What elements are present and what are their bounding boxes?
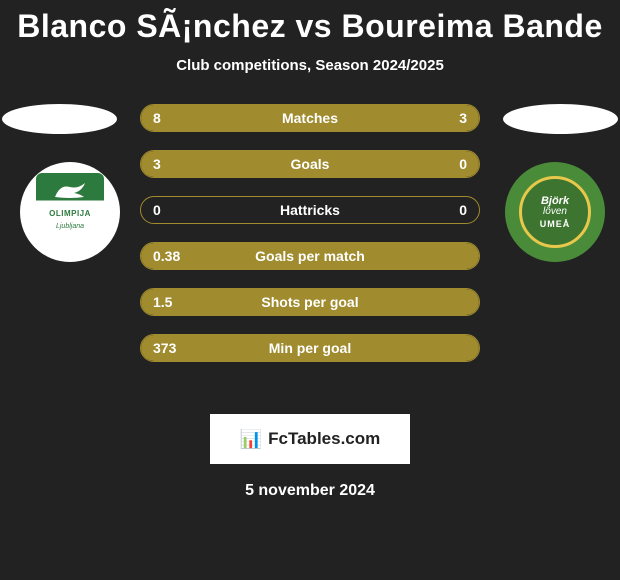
dragon-icon <box>50 179 90 201</box>
footer-date: 5 november 2024 <box>0 482 620 500</box>
logo-text-bjork: Björk <box>541 196 569 207</box>
stat-label: Matches <box>141 110 479 126</box>
stat-row: 1.5Shots per goal <box>140 288 480 316</box>
stat-rows-container: 8Matches33Goals00Hattricks00.38Goals per… <box>140 104 480 380</box>
stat-value-right: 3 <box>459 110 467 126</box>
stat-label: Shots per goal <box>141 294 479 310</box>
stat-row: 8Matches3 <box>140 104 480 132</box>
stat-row: 3Goals0 <box>140 150 480 178</box>
stat-label: Goals per match <box>141 248 479 264</box>
stat-value-right: 0 <box>459 202 467 218</box>
brand-text: FcTables.com <box>268 429 380 449</box>
bjorkloven-crest: Björk löven UMEÅ <box>519 176 591 248</box>
club-logo-left <box>20 162 120 262</box>
page-subtitle: Club competitions, Season 2024/2025 <box>0 57 620 74</box>
player-right-avatar-oval <box>503 104 618 134</box>
logo-text-loven: löven <box>543 207 567 217</box>
stat-value-right: 0 <box>459 156 467 172</box>
olimpija-crest <box>36 173 104 251</box>
brand-logo[interactable]: 📊 FcTables.com <box>210 414 410 464</box>
stat-row: 0Hattricks0 <box>140 196 480 224</box>
stats-area: Björk löven UMEÅ 8Matches33Goals00Hattri… <box>0 104 620 404</box>
logo-text-umea: UMEÅ <box>540 219 571 229</box>
stat-label: Hattricks <box>141 202 479 218</box>
chart-icon: 📊 <box>240 429 262 450</box>
stat-label: Min per goal <box>141 340 479 356</box>
club-logo-right: Björk löven UMEÅ <box>505 162 605 262</box>
player-left-avatar-oval <box>2 104 117 134</box>
stat-label: Goals <box>141 156 479 172</box>
stat-row: 373Min per goal <box>140 334 480 362</box>
page-title: Blanco SÃ¡nchez vs Boureima Bande <box>0 0 620 45</box>
stat-row: 0.38Goals per match <box>140 242 480 270</box>
